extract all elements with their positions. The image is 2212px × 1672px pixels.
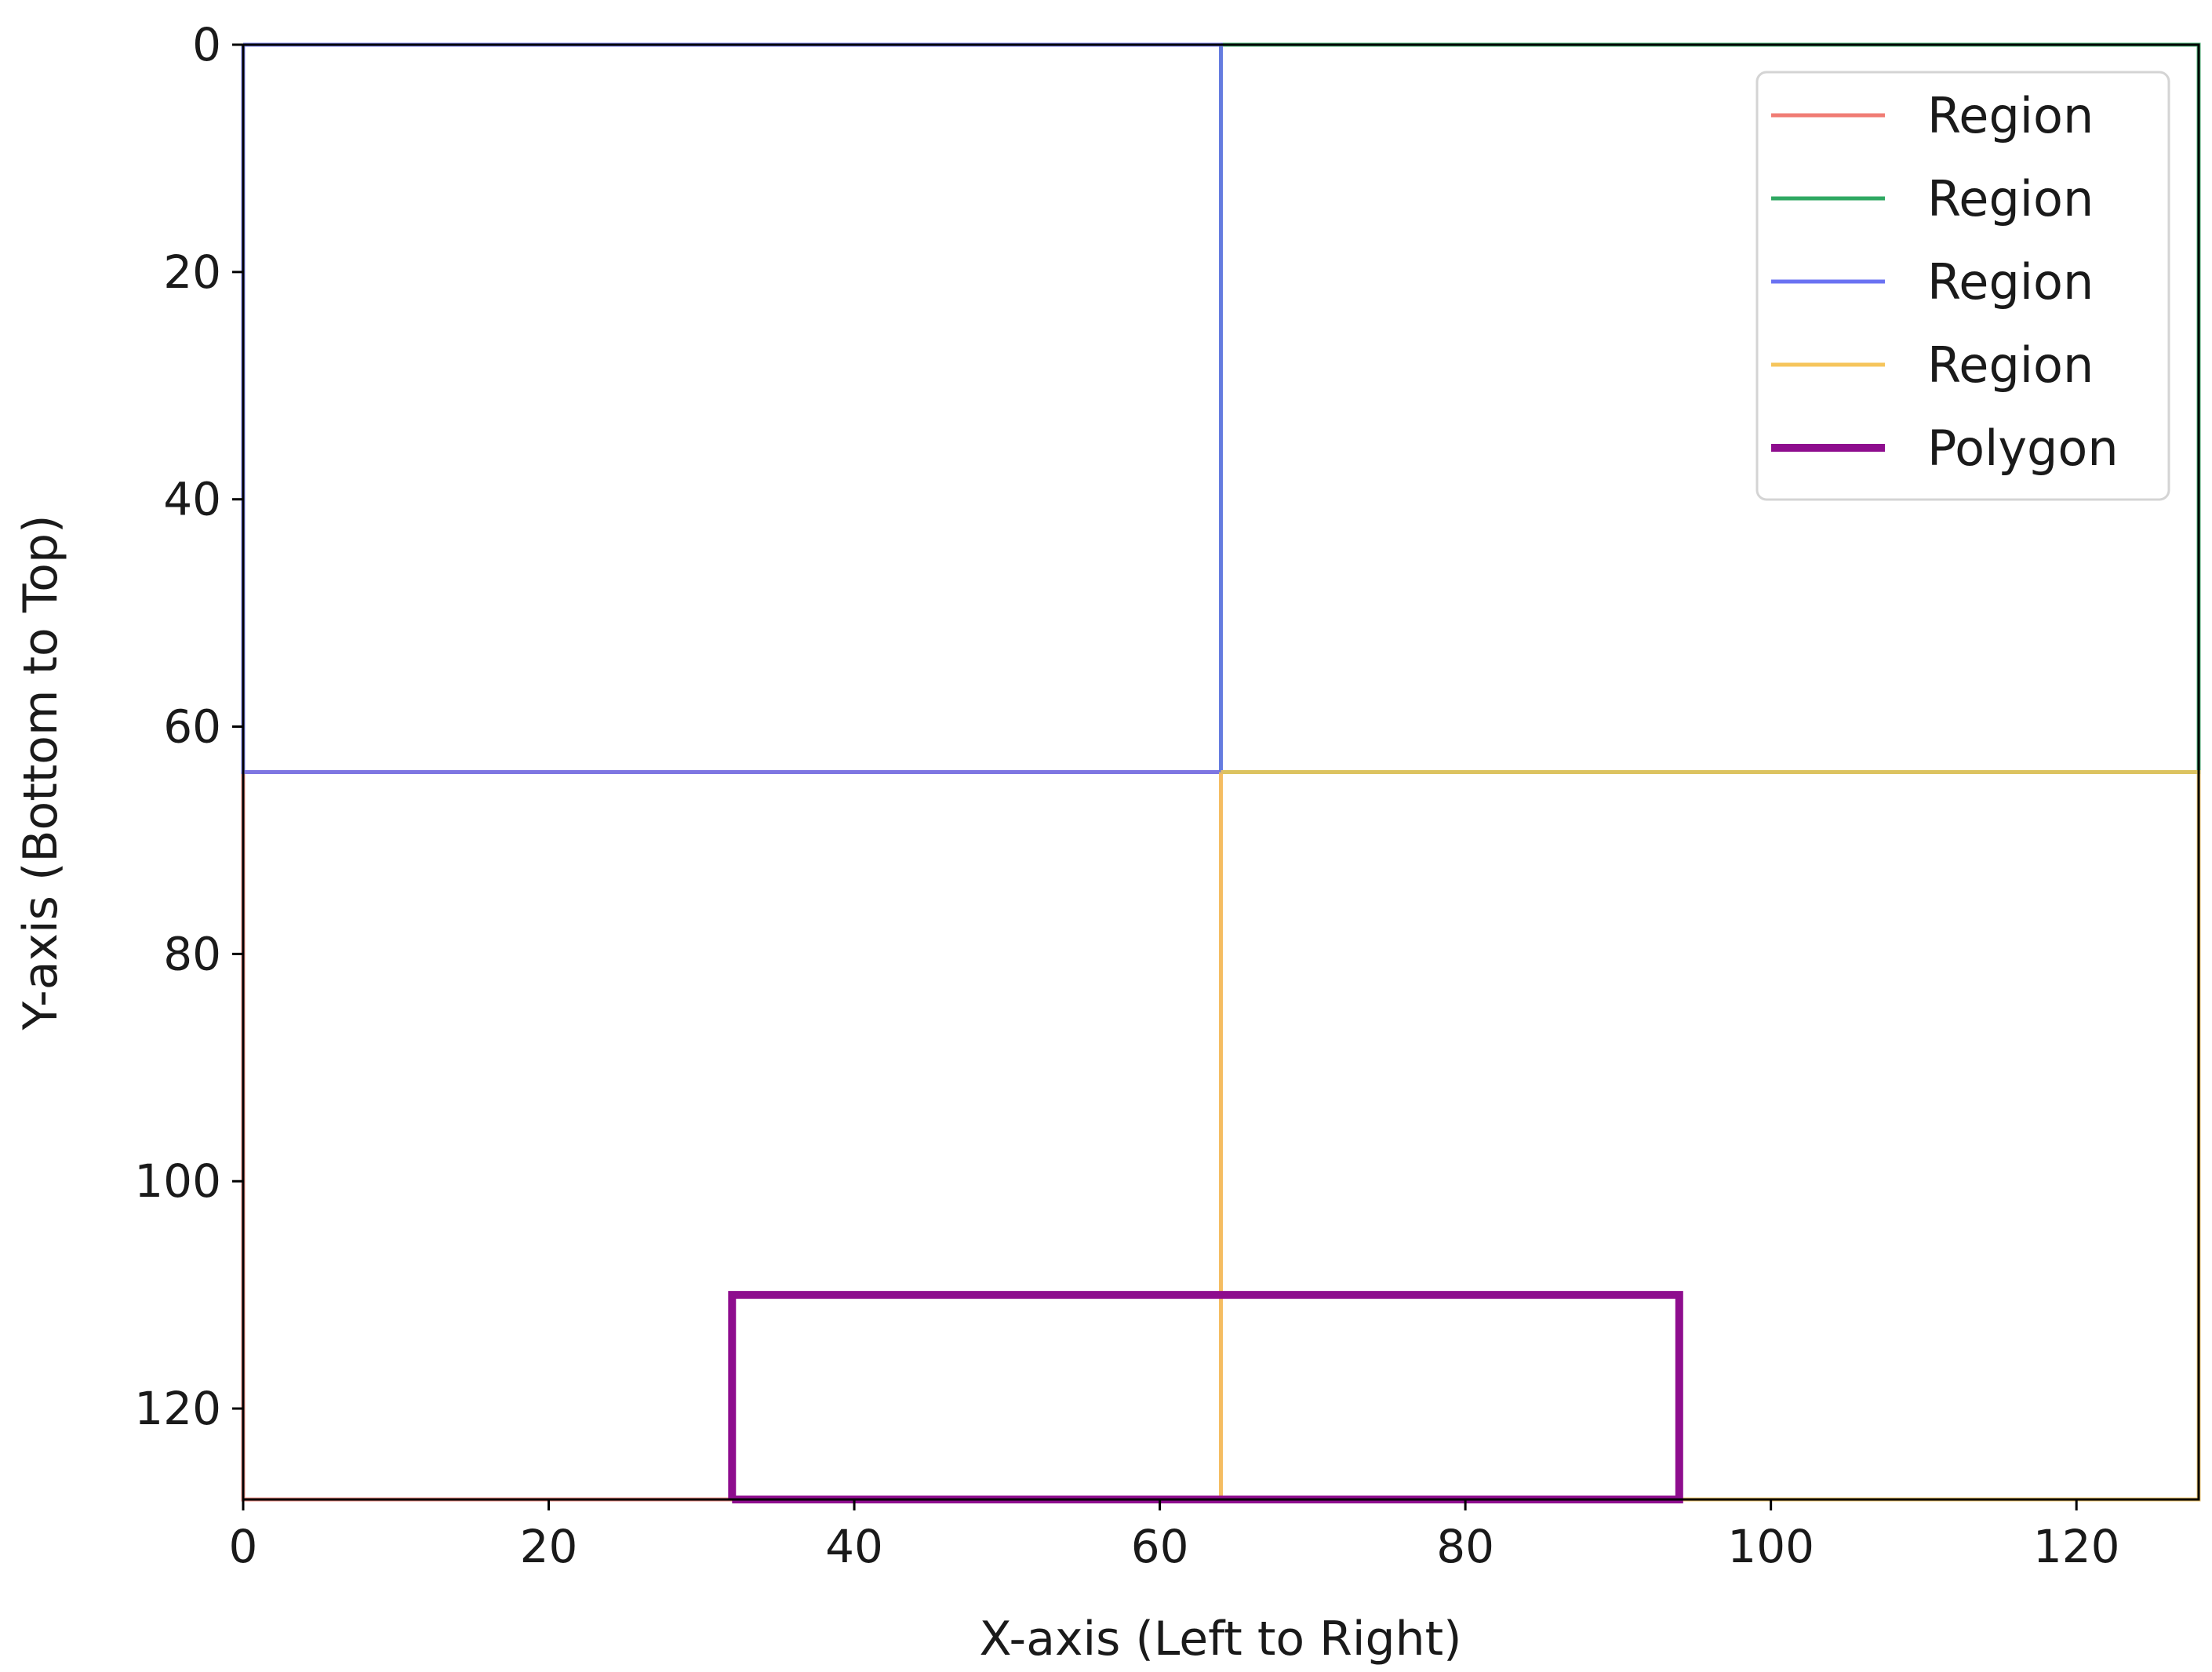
x-tick-label: 100 xyxy=(1727,1520,1814,1573)
y-axis-label: Y-axis (Bottom to Top) xyxy=(13,515,68,1031)
legend-label: Region xyxy=(1927,170,2094,227)
y-tick-label: 0 xyxy=(192,18,221,71)
y-tick-label: 100 xyxy=(134,1154,221,1208)
legend-label: Polygon xyxy=(1927,420,2119,477)
x-tick-label: 0 xyxy=(229,1520,258,1573)
y-tick-label: 80 xyxy=(163,927,221,980)
legend-items: Region Region Region Region Polygon xyxy=(1771,87,2119,477)
x-tick-label: 20 xyxy=(520,1520,578,1573)
y-tick-label: 120 xyxy=(134,1382,221,1435)
x-tick-label: 40 xyxy=(825,1520,883,1573)
legend: Region Region Region Region Polygon xyxy=(1755,71,2170,501)
legend-label: Region xyxy=(1927,87,2094,144)
x-axis-ticks: 0 20 40 60 80 100 120 xyxy=(229,1499,2120,1573)
x-tick-label: 80 xyxy=(1436,1520,1494,1573)
x-tick-label: 120 xyxy=(2033,1520,2120,1573)
legend-label: Region xyxy=(1927,336,2094,394)
x-axis-label: X-axis (Left to Right) xyxy=(979,1612,1461,1667)
y-axis-ticks: 0 20 40 60 80 100 120 xyxy=(134,18,243,1435)
y-tick-label: 40 xyxy=(163,473,221,526)
x-tick-label: 60 xyxy=(1131,1520,1189,1573)
plot-frame xyxy=(242,43,2200,1501)
y-tick-label: 20 xyxy=(163,245,221,299)
y-tick-label: 60 xyxy=(163,700,221,754)
legend-frame xyxy=(1755,71,2170,501)
legend-label: Region xyxy=(1927,253,2094,311)
